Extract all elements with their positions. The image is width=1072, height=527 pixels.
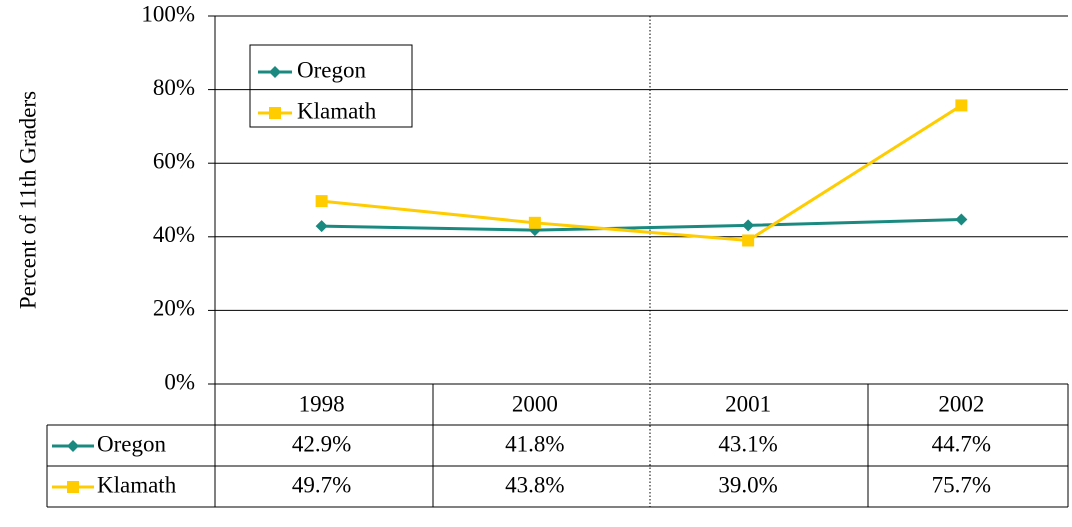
series-line [321, 104, 963, 243]
table-cell: 49.7% [292, 472, 351, 497]
y-tick-label: 60% [153, 148, 195, 173]
table-cell: 43.1% [718, 431, 777, 456]
x-tick-label: 2001 [725, 391, 771, 416]
legend-marker [269, 66, 281, 78]
table-row-label: Oregon [97, 431, 166, 456]
data-point [315, 195, 328, 208]
x-tick-label: 2002 [938, 391, 984, 416]
legend-label: Oregon [297, 57, 366, 82]
table-cell: 39.0% [718, 472, 777, 497]
table-marker [67, 481, 79, 493]
data-point [528, 216, 541, 229]
legend-marker [269, 107, 281, 119]
series-line [321, 218, 962, 232]
x-tick-label: 1998 [299, 391, 345, 416]
y-tick-label: 20% [153, 296, 195, 321]
table-row-label: Klamath [97, 472, 177, 497]
table-cell: 43.8% [505, 472, 564, 497]
x-tick-label: 2000 [512, 391, 558, 416]
data-point [955, 213, 968, 226]
y-tick-label: 0% [164, 369, 195, 394]
legend-label: Klamath [297, 98, 377, 123]
table-marker [67, 440, 79, 452]
y-tick-label: 80% [153, 75, 195, 100]
table-cell: 75.7% [932, 472, 991, 497]
table-cell: 41.8% [505, 431, 564, 456]
y-tick-label: 40% [153, 222, 195, 247]
data-point [742, 234, 755, 247]
data-point [955, 99, 968, 112]
y-tick-label: 100% [141, 1, 195, 26]
table-cell: 42.9% [292, 431, 351, 456]
data-point [315, 220, 328, 233]
data-point [742, 219, 755, 232]
y-axis-label: Percent of 11th Graders [15, 91, 40, 309]
table-cell: 44.7% [932, 431, 991, 456]
